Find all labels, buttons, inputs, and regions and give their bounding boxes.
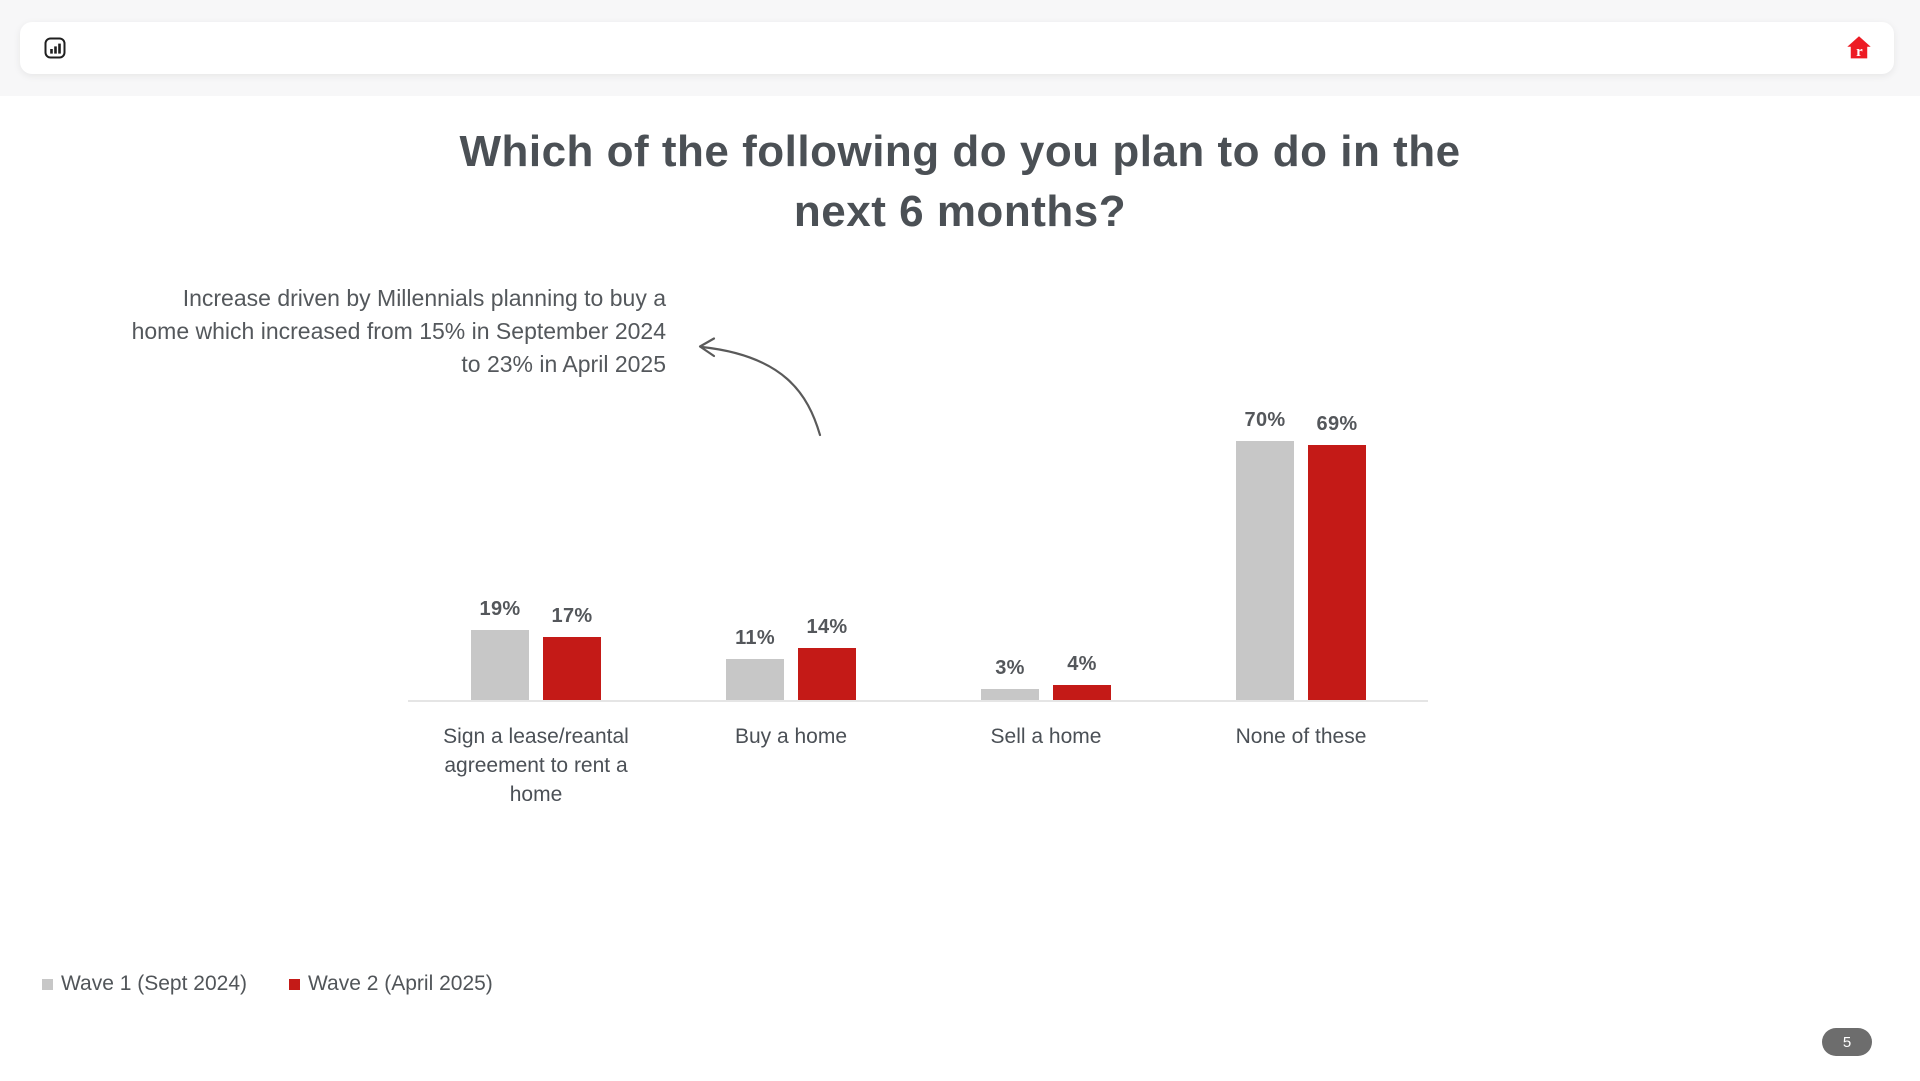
curved-arrow-icon [698,337,822,437]
chart-legend: Wave 1 (Sept 2024) Wave 2 (April 2025) [42,972,535,996]
bar-wave1 [471,630,529,700]
bar-value-label: 69% [1316,413,1358,435]
category-label: Buy a home [734,725,848,748]
annotation-line3: to 23% in April 2025 [461,351,666,377]
annotation-line1: Increase driven by Millennials planning … [182,285,666,311]
bar-wave2 [543,637,601,700]
category-label: None of these [1235,725,1367,748]
bar-wave1 [726,659,784,700]
legend-marker-wave2 [289,978,300,990]
legend-marker-wave1 [42,978,53,990]
legend-label-wave2: Wave 2 (April 2025) [308,972,493,995]
bar-value-label: 14% [806,616,848,638]
bar-value-label: 17% [551,605,593,627]
category-label: Sell a home [990,725,1102,748]
bar-value-label: 11% [735,627,775,649]
category-label: Sign a lease/reantal agreement to rent a… [443,725,629,806]
bar-chart-icon[interactable] [42,35,68,61]
annotation-callout: Increase driven by Millennials planning … [30,282,666,381]
bar-wave2 [1308,445,1366,700]
page-number: 5 [1842,1033,1852,1051]
legend-item-wave2: Wave 2 (April 2025) [289,972,493,996]
bar-wave1 [981,689,1039,700]
bar-value-label: 4% [1067,653,1097,675]
header-bar: r [20,22,1894,74]
page-title-line2: next 6 months? [793,187,1127,236]
page-number-badge: 5 [1822,1028,1872,1056]
legend-label-wave1: Wave 1 (Sept 2024) [61,972,247,995]
bar-value-label: 70% [1244,409,1286,431]
realtor-home-logo-icon[interactable]: r [1846,35,1872,61]
bar-value-label: 3% [995,657,1025,679]
page-title-line1: Which of the following do you plan to do… [459,127,1461,176]
category-labels: Sign a lease/reantal agreement to rent a… [408,722,1428,832]
bar-chart-plot: 19% 17% 11% 14% 3% 4% 70% 69% [408,409,1428,702]
legend-item-wave1: Wave 1 (Sept 2024) [42,972,247,996]
bar-value-label: 19% [479,598,521,620]
svg-text:r: r [1856,44,1863,60]
page-title: Which of the following do you plan to do… [0,122,1920,242]
bar-wave1 [1236,441,1294,700]
annotation-line2: home which increased from 15% in Septemb… [131,318,666,344]
bar-wave2 [798,648,856,700]
bar-wave2 [1053,685,1111,700]
